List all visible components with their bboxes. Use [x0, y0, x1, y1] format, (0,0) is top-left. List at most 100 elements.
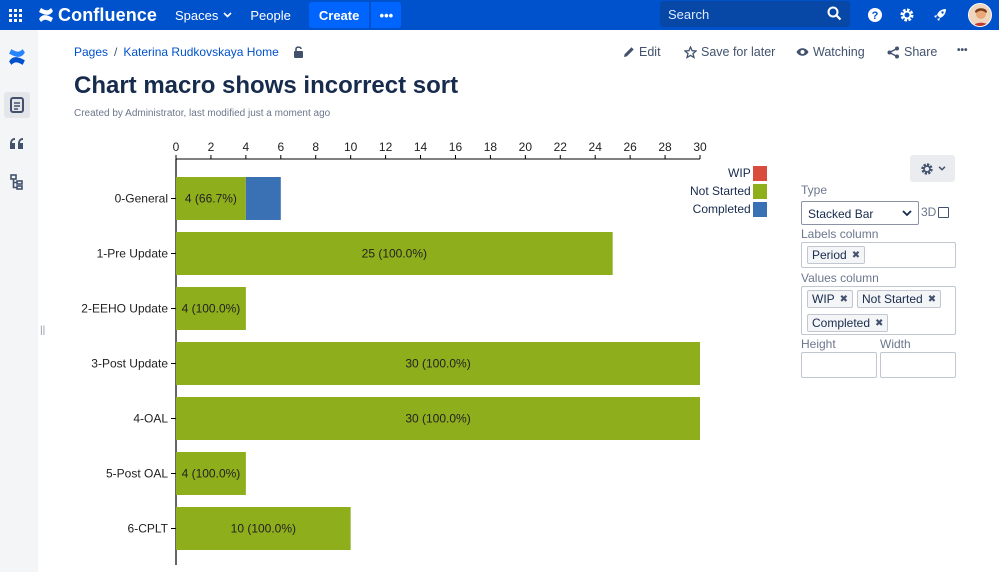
bar-segment: [176, 397, 700, 440]
x-tick-label: 20: [519, 140, 533, 154]
legend-label: Completed: [692, 202, 751, 216]
bar-data-label: 30 (100.0%): [405, 412, 470, 426]
three-d-label: 3D: [921, 205, 937, 219]
x-tick-label: 16: [449, 140, 463, 154]
remove-token-icon[interactable]: ✖: [875, 317, 884, 329]
y-category-label: 6-CPLT: [128, 522, 169, 536]
left-sidebar: [0, 30, 38, 572]
save-for-later-label: Save for later: [701, 45, 776, 59]
legend-label: WIP: [728, 166, 751, 180]
gear-icon: [920, 162, 933, 175]
y-category-label: 5-Post OAL: [106, 467, 168, 481]
breadcrumb-separator: /: [114, 45, 118, 59]
values-column-field[interactable]: WIP ✖ Not Started ✖ Completed ✖: [801, 286, 956, 335]
confluence-logo-icon: [39, 8, 53, 22]
type-label: Type: [801, 183, 828, 197]
page-byline: Created by Administrator, last modified …: [74, 108, 331, 119]
search-placeholder: Search: [668, 6, 710, 22]
save-for-later-button[interactable]: Save for later: [684, 45, 775, 59]
breadcrumb-home-link[interactable]: Katerina Rudkovskaya Home: [123, 45, 279, 59]
x-tick-label: 14: [414, 140, 428, 154]
stacked-bar-chart: 0 2 4 6 8 10 12 14 16 18 20 22 24 26 28 300-General 4 (6…: [81, 140, 707, 565]
x-tick-label: 10: [344, 140, 358, 154]
confluence-space-icon[interactable]: [4, 44, 30, 70]
confluence-logo[interactable]: Confluence: [38, 5, 157, 26]
x-tick-label: 26: [623, 140, 637, 154]
bar-segment: [176, 177, 246, 220]
remove-token-icon[interactable]: ✖: [839, 293, 849, 305]
x-tick-label: 2: [208, 140, 215, 154]
share-label: Share: [904, 45, 938, 59]
bar-segment: [176, 452, 246, 495]
sidebar-resize-handle[interactable]: ||: [40, 325, 46, 336]
y-category-label: 4-OAL: [133, 412, 168, 426]
bar-data-label: 4 (100.0%): [182, 302, 241, 316]
create-more-button[interactable]: •••: [371, 2, 402, 28]
y-category-label: 3-Post Update: [91, 357, 168, 371]
labels-column-label: Labels column: [801, 227, 879, 241]
bar-data-label: 4 (66.7%): [185, 192, 237, 206]
share-icon: [887, 46, 899, 58]
user-avatar[interactable]: [968, 3, 992, 27]
three-d-checkbox[interactable]: [938, 206, 950, 218]
bar-data-label: 4 (100.0%): [182, 467, 241, 481]
legend-swatch: [752, 201, 767, 217]
notifications-rocket-icon[interactable]: [930, 5, 950, 25]
x-tick-label: 12: [379, 140, 393, 154]
breadcrumb-pages-link[interactable]: Pages: [74, 45, 109, 59]
settings-gear-icon[interactable]: [897, 5, 917, 25]
labels-token-text: Period: [812, 248, 847, 262]
x-tick-label: 24: [589, 140, 603, 154]
page-tree-icon[interactable]: [4, 169, 30, 195]
labels-column-field[interactable]: Period ✖: [801, 242, 956, 268]
x-tick-label: 22: [554, 140, 568, 154]
y-category-label: 0-General: [115, 192, 168, 206]
x-tick-label: 18: [484, 140, 498, 154]
share-button[interactable]: Share: [887, 45, 937, 59]
y-category-label: 1-Pre Update: [97, 247, 169, 261]
watching-label: Watching: [813, 45, 865, 59]
height-label: Height: [801, 337, 836, 351]
bar-segment: [176, 287, 246, 330]
spaces-menu[interactable]: Spaces: [175, 8, 232, 23]
legend-entry: Not Started: [690, 182, 767, 200]
create-button[interactable]: Create: [308, 2, 370, 28]
remove-token-icon[interactable]: ✖: [851, 249, 861, 261]
bar-data-label: 30 (100.0%): [405, 357, 470, 371]
watching-button[interactable]: Watching: [796, 45, 865, 59]
legend-swatch: [752, 165, 767, 181]
x-tick-label: 4: [243, 140, 250, 154]
macro-settings-button[interactable]: [910, 155, 955, 182]
svg-text:?: ?: [872, 10, 879, 22]
chart-type-select[interactable]: Stacked Bar: [801, 201, 919, 225]
values-column-label: Values column: [801, 271, 879, 285]
app-switcher-icon[interactable]: [0, 0, 30, 30]
bar-segment: [176, 232, 613, 275]
chevron-down-icon: [902, 210, 912, 217]
more-actions-button[interactable]: •••: [957, 45, 968, 56]
width-input[interactable]: [880, 352, 956, 378]
product-name: Confluence: [58, 4, 158, 25]
legend-entry: WIP: [690, 164, 767, 182]
values-token-not-started: Not Started ✖: [857, 290, 942, 308]
blog-quote-icon[interactable]: [4, 131, 30, 157]
top-navigation: Confluence Spaces People Create ••• Sear…: [0, 0, 999, 30]
unlock-icon[interactable]: [293, 46, 304, 58]
pencil-icon: [624, 47, 634, 57]
people-link[interactable]: People: [250, 7, 291, 23]
legend-entry: Completed: [690, 200, 767, 218]
width-label: Width: [880, 337, 911, 351]
chart-type-value: Stacked Bar: [808, 207, 874, 221]
values-token-wip: WIP ✖: [807, 290, 854, 308]
remove-token-icon[interactable]: ✖: [927, 293, 937, 305]
help-icon[interactable]: ?: [865, 5, 885, 25]
height-input[interactable]: [801, 352, 877, 378]
chart-legend: WIP Not Started Completed: [690, 164, 767, 218]
edit-button[interactable]: Edit: [623, 45, 661, 59]
search-input[interactable]: Search: [660, 1, 850, 27]
labels-token: Period ✖: [807, 246, 866, 264]
star-icon: [684, 45, 697, 59]
bar-segment: [245, 177, 281, 220]
bar-segment: [176, 507, 351, 550]
pages-icon[interactable]: [4, 92, 30, 118]
